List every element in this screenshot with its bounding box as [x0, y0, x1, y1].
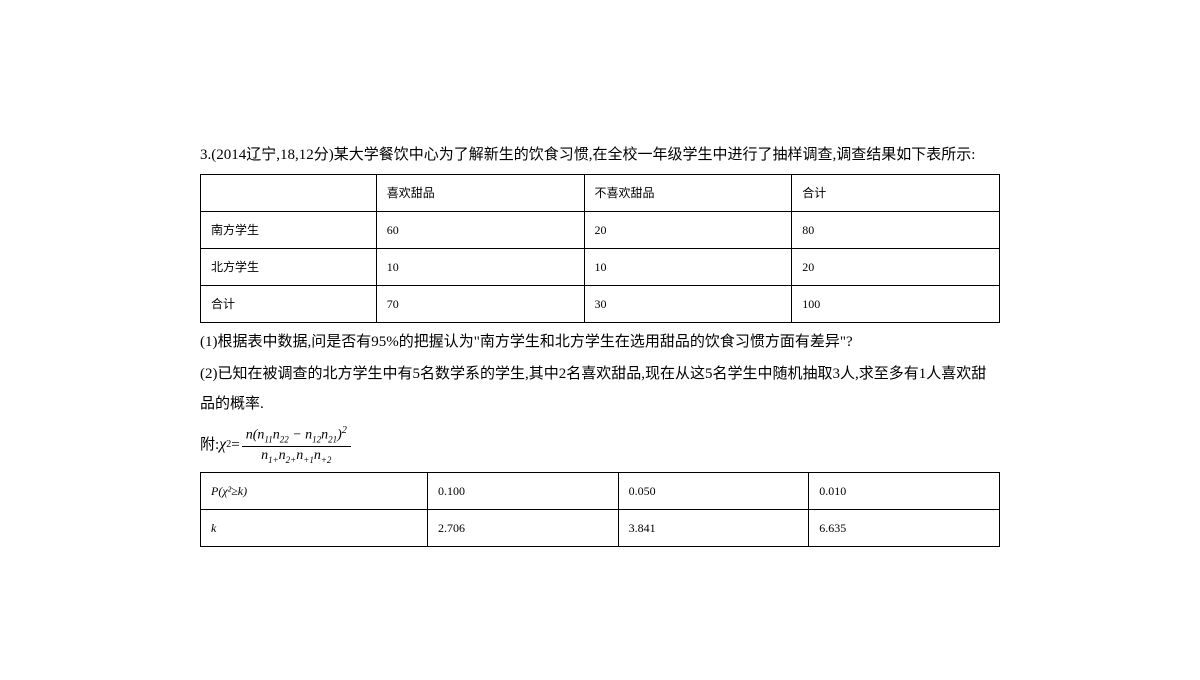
- var-n: n: [246, 428, 253, 443]
- var-n22: n: [273, 428, 280, 443]
- table-cell: 70: [376, 286, 584, 323]
- table-cell: 不喜欢甜品: [584, 175, 792, 212]
- table-cell: 80: [792, 212, 1000, 249]
- survey-table: 喜欢甜品 不喜欢甜品 合计 南方学生 60 20 80 北方学生 10 10 2…: [200, 174, 1000, 323]
- sub-22: 22: [280, 434, 289, 444]
- table-row: 南方学生 60 20 80: [201, 212, 1000, 249]
- var-np2: n: [314, 448, 321, 463]
- question-2: (2)已知在被调查的北方学生中有5名数学系的学生,其中2名喜欢甜品,现在从这5名…: [200, 359, 1000, 419]
- table-cell: 20: [584, 212, 792, 249]
- table-row: 喜欢甜品 不喜欢甜品 合计: [201, 175, 1000, 212]
- table-row: 合计 70 30 100: [201, 286, 1000, 323]
- table-cell: 10: [376, 249, 584, 286]
- table-cell: 0.010: [809, 472, 1000, 509]
- table-cell: 2.706: [427, 509, 618, 546]
- table-cell: 100: [792, 286, 1000, 323]
- table-cell: 30: [584, 286, 792, 323]
- sub-2p: 2+: [286, 455, 297, 465]
- sub-p2: +2: [321, 455, 332, 465]
- table-cell: 60: [376, 212, 584, 249]
- sub-1p: 1+: [268, 455, 279, 465]
- numerator: n(n11n22 − n12n21)2: [242, 425, 351, 447]
- table-cell: 北方学生: [201, 249, 377, 286]
- table-cell: 20: [792, 249, 1000, 286]
- table-cell: P(χ²≥k): [201, 472, 428, 509]
- table-cell: 0.100: [427, 472, 618, 509]
- table-cell: 10: [584, 249, 792, 286]
- sup-sq: 2: [342, 425, 347, 436]
- equals-sign: =: [231, 430, 239, 460]
- problem-intro: 3.(2014辽宁,18,12分)某大学餐饮中心为了解新生的饮食习惯,在全校一年…: [200, 140, 1000, 170]
- table-row: P(χ²≥k) 0.100 0.050 0.010: [201, 472, 1000, 509]
- minus: −: [289, 428, 305, 443]
- table-cell: 合计: [201, 286, 377, 323]
- sub-p1: +1: [303, 455, 314, 465]
- table-cell: 3.841: [618, 509, 809, 546]
- sub-11: 11: [264, 434, 272, 444]
- formula-attachment: 附: χ2= n(n11n22 − n12n21)2 n1+n2+n+1n+2: [200, 425, 1000, 466]
- table-cell: 南方学生: [201, 212, 377, 249]
- table-cell: 喜欢甜品: [376, 175, 584, 212]
- chi-symbol: χ: [219, 429, 226, 461]
- table-cell: k: [201, 509, 428, 546]
- table-cell: [201, 175, 377, 212]
- problem-content: 3.(2014辽宁,18,12分)某大学餐饮中心为了解新生的饮食习惯,在全校一年…: [200, 140, 1000, 547]
- fraction: n(n11n22 − n12n21)2 n1+n2+n+1n+2: [242, 425, 351, 466]
- var-n2p: n: [279, 448, 286, 463]
- formula-prefix: 附:: [200, 430, 219, 460]
- table-cell: 合计: [792, 175, 1000, 212]
- sub-21: 21: [328, 434, 337, 444]
- table-cell: 6.635: [809, 509, 1000, 546]
- table-cell: 0.050: [618, 472, 809, 509]
- table-row: 北方学生 10 10 20: [201, 249, 1000, 286]
- table-row: k 2.706 3.841 6.635: [201, 509, 1000, 546]
- critical-value-table: P(χ²≥k) 0.100 0.050 0.010 k 2.706 3.841 …: [200, 472, 1000, 547]
- denominator: n1+n2+n+1n+2: [242, 447, 351, 466]
- question-1: (1)根据表中数据,问是否有95%的把握认为"南方学生和北方学生在选用甜品的饮食…: [200, 327, 1000, 357]
- sub-12: 12: [312, 434, 321, 444]
